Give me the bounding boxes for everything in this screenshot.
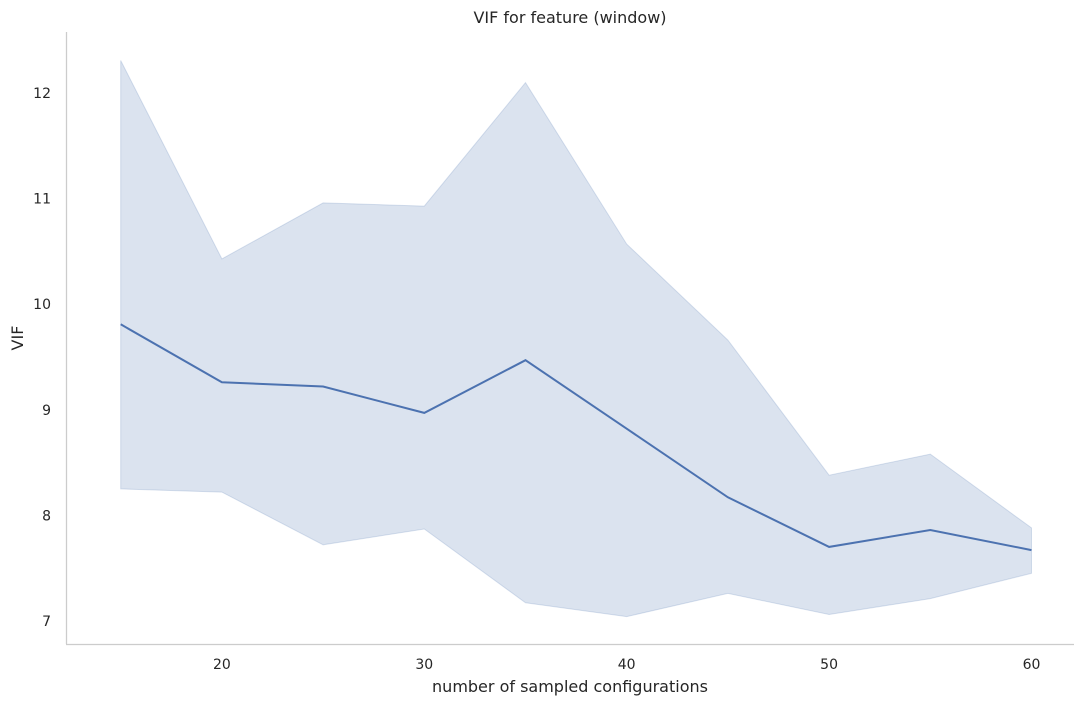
confidence-band [120, 60, 1032, 618]
y-tick-labels: 7 8 9 10 11 12 [33, 86, 51, 630]
x-tick-label-50: 50 [820, 657, 838, 673]
x-tick-label-60: 60 [1023, 657, 1041, 673]
y-tick-label-9: 9 [42, 403, 51, 419]
x-tick-label-40: 40 [618, 657, 636, 673]
plot-area [120, 60, 1032, 618]
y-tick-label-12: 12 [33, 86, 51, 102]
x-axis-label: number of sampled configurations [432, 677, 708, 696]
y-axis-label: VIF [8, 326, 27, 351]
y-tick-label-8: 8 [42, 508, 51, 524]
y-tick-label-10: 10 [33, 297, 51, 313]
x-tick-labels: 20 30 40 50 60 [213, 657, 1040, 673]
y-tick-label-11: 11 [33, 192, 51, 208]
chart-title: VIF for feature (window) [473, 8, 666, 27]
series-line-vif [120, 323, 1032, 552]
x-tick-label-30: 30 [415, 657, 433, 673]
x-tick-label-20: 20 [213, 657, 231, 673]
y-tick-label-7: 7 [42, 614, 51, 630]
